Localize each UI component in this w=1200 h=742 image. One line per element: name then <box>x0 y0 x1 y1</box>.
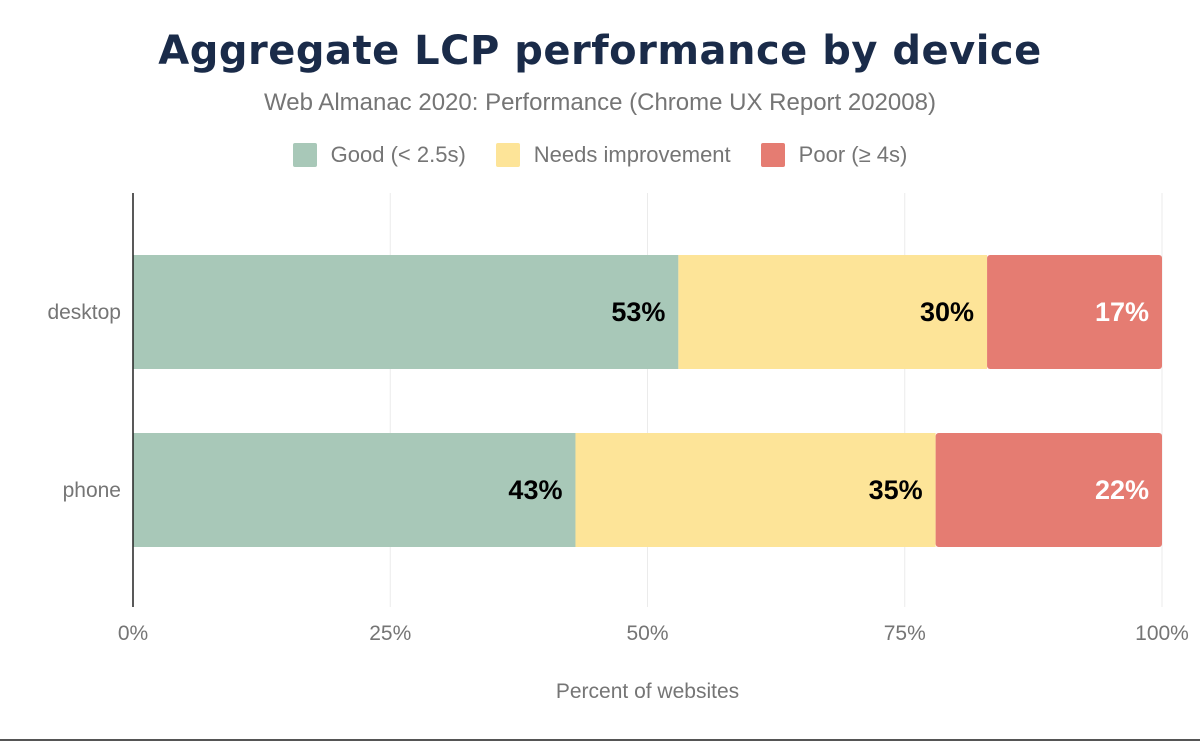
data-label: 53% <box>611 297 665 327</box>
legend-item[interactable]: Needs improvement <box>495 142 731 168</box>
legend: Good (< 2.5s) Needs improvement Poor (≥ 4s… <box>0 142 1200 168</box>
data-label: 17% <box>1095 297 1149 327</box>
x-tick-label: 75% <box>884 622 926 645</box>
bar-segment <box>133 255 679 369</box>
x-tick-label: 0% <box>118 622 148 645</box>
x-tick-label: 50% <box>626 622 668 645</box>
legend-item[interactable]: Poor (≥ 4s) <box>760 142 908 168</box>
legend-label: Needs improvement <box>533 142 731 167</box>
chart-subtitle: Web Almanac 2020: Performance (Chrome UX… <box>264 89 936 116</box>
legend-item[interactable]: Good (< 2.5s) <box>292 142 466 168</box>
legend-swatch <box>292 143 317 167</box>
legend-label: Poor (≥ 4s) <box>798 142 908 167</box>
bar-segment <box>133 433 576 547</box>
y-tick-label: phone <box>63 479 121 502</box>
y-tick-label: desktop <box>47 301 121 324</box>
data-label: 35% <box>869 475 923 505</box>
chart-title: Aggregate LCP performance by device <box>158 28 1042 74</box>
bar-segment <box>935 433 1162 547</box>
x-axis-label: Percent of websites <box>556 680 739 703</box>
legend-label: Good (< 2.5s) <box>330 142 466 167</box>
data-label: 30% <box>920 297 974 327</box>
bottom-divider <box>0 739 1200 741</box>
data-label: 22% <box>1095 475 1149 505</box>
bar-segment <box>678 255 988 369</box>
bar-segment <box>575 433 936 547</box>
data-label: 43% <box>508 475 562 505</box>
x-tick-label: 25% <box>369 622 411 645</box>
x-tick-label: 100% <box>1135 622 1189 645</box>
bar-segment <box>987 255 1162 369</box>
legend-swatch <box>760 143 785 167</box>
legend-swatch <box>495 143 520 167</box>
